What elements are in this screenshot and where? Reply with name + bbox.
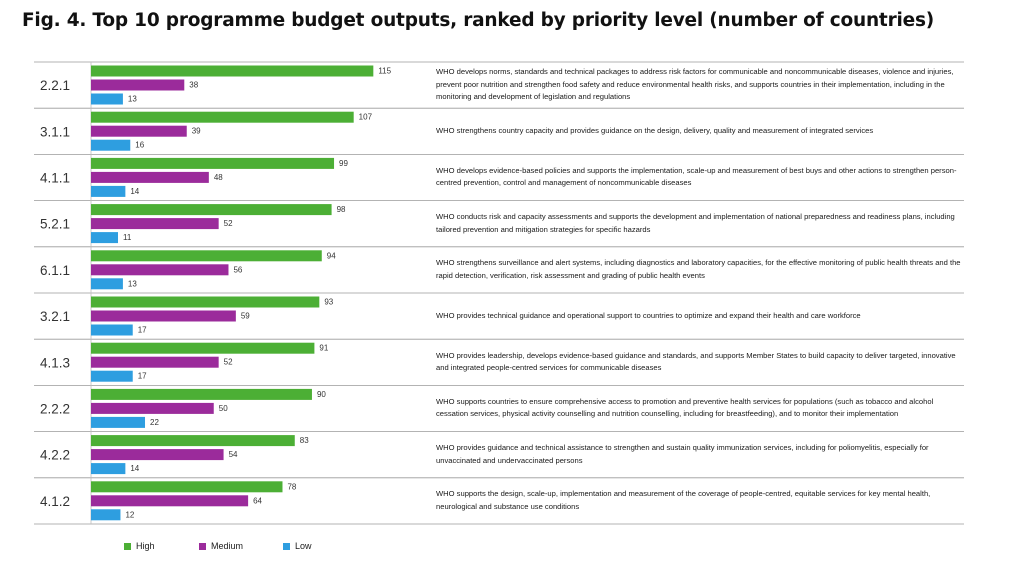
legend-item-medium: Medium <box>199 541 243 551</box>
legend-label: Medium <box>211 541 244 551</box>
output-description: WHO develops evidence-based policies and… <box>436 165 957 188</box>
bar-low <box>91 185 126 197</box>
data-label: 93 <box>324 298 333 307</box>
data-label: 16 <box>135 141 144 150</box>
bar-high <box>91 388 312 400</box>
bar-low <box>91 232 119 244</box>
bar-low <box>91 370 133 382</box>
data-label: 56 <box>233 265 242 274</box>
category-label: 4.2.2 <box>40 448 70 463</box>
category-label: 2.2.2 <box>40 402 70 417</box>
category-label: 5.2.1 <box>40 217 70 232</box>
bar-high <box>91 111 354 123</box>
data-label: 52 <box>224 219 233 228</box>
output-description: WHO provides technical guidance and oper… <box>436 310 861 320</box>
data-label: 13 <box>128 95 137 104</box>
data-label: 107 <box>359 113 373 122</box>
data-label: 99 <box>339 159 348 168</box>
bar-medium <box>91 495 249 507</box>
data-label: 14 <box>130 187 139 196</box>
bar-medium <box>91 356 219 368</box>
data-label: 94 <box>327 251 336 260</box>
bar-medium <box>91 264 229 276</box>
legend-swatch <box>283 542 290 550</box>
output-description: WHO strengthens country capacity and pro… <box>436 126 874 136</box>
bar-medium <box>91 218 219 230</box>
legend-swatch <box>199 542 206 550</box>
data-label: 98 <box>337 205 346 214</box>
legend-item-low: Low <box>283 541 312 551</box>
data-label: 59 <box>241 312 250 321</box>
data-label: 91 <box>319 344 328 353</box>
output-description: WHO supports the design, scale-up, imple… <box>436 489 931 511</box>
data-label: 54 <box>229 450 238 459</box>
category-label: 4.1.3 <box>40 355 70 370</box>
category-label: 3.1.1 <box>40 124 70 139</box>
category-label: 4.1.2 <box>40 494 70 509</box>
output-description: WHO provides leadership, develops eviden… <box>436 350 956 373</box>
data-label: 78 <box>287 482 296 491</box>
legend-label: Low <box>295 541 312 551</box>
bar-high <box>91 342 315 354</box>
bar-medium <box>91 125 187 137</box>
output-description: WHO conducts risk and capacity assessmen… <box>436 212 955 234</box>
data-label: 12 <box>125 510 134 519</box>
bar-high <box>91 435 295 447</box>
data-label: 14 <box>130 464 139 473</box>
data-label: 90 <box>317 390 326 399</box>
data-label: 38 <box>189 81 198 90</box>
data-label: 17 <box>138 326 147 335</box>
category-label: 3.2.1 <box>40 309 70 324</box>
data-label: 13 <box>128 279 137 288</box>
legend-swatch <box>124 542 131 550</box>
category-label: 6.1.1 <box>40 263 70 278</box>
bar-low <box>91 463 126 475</box>
data-label: 17 <box>138 372 147 381</box>
data-label: 39 <box>192 127 201 136</box>
output-description: WHO develops norms, standards and techni… <box>436 67 954 102</box>
data-label: 52 <box>224 358 233 367</box>
data-label: 64 <box>253 496 262 505</box>
bar-medium <box>91 402 214 414</box>
data-label: 22 <box>150 418 159 427</box>
legend-label: High <box>136 541 155 551</box>
bar-low <box>91 509 121 521</box>
bar-low <box>91 278 123 290</box>
bar-low <box>91 324 133 336</box>
bar-medium <box>91 79 185 91</box>
output-description: WHO provides guidance and technical assi… <box>436 443 929 465</box>
data-label: 115 <box>378 67 391 76</box>
data-label: 50 <box>219 404 228 413</box>
category-label: 2.2.1 <box>40 78 70 93</box>
bar-high <box>91 204 332 216</box>
data-label: 48 <box>214 173 223 182</box>
category-label: 4.1.1 <box>40 171 70 186</box>
output-description: WHO strengthens surveillance and alert s… <box>436 258 961 280</box>
bar-medium <box>91 449 224 461</box>
bar-high <box>91 250 322 262</box>
bar-low <box>91 93 123 105</box>
bar-high <box>91 481 283 493</box>
bar-low <box>91 416 146 428</box>
data-label: 83 <box>300 436 309 445</box>
legend-item-high: High <box>124 541 155 551</box>
data-label: 11 <box>123 233 132 242</box>
bar-high <box>91 157 335 169</box>
bar-medium <box>91 310 236 322</box>
output-description: WHO supports countries to ensure compreh… <box>436 396 934 419</box>
bar-medium <box>91 171 209 183</box>
chart-title: Fig. 4. Top 10 programme budget outputs,… <box>22 10 935 31</box>
bar-low <box>91 139 131 151</box>
bar-high <box>91 296 320 308</box>
bar-high <box>91 65 374 77</box>
